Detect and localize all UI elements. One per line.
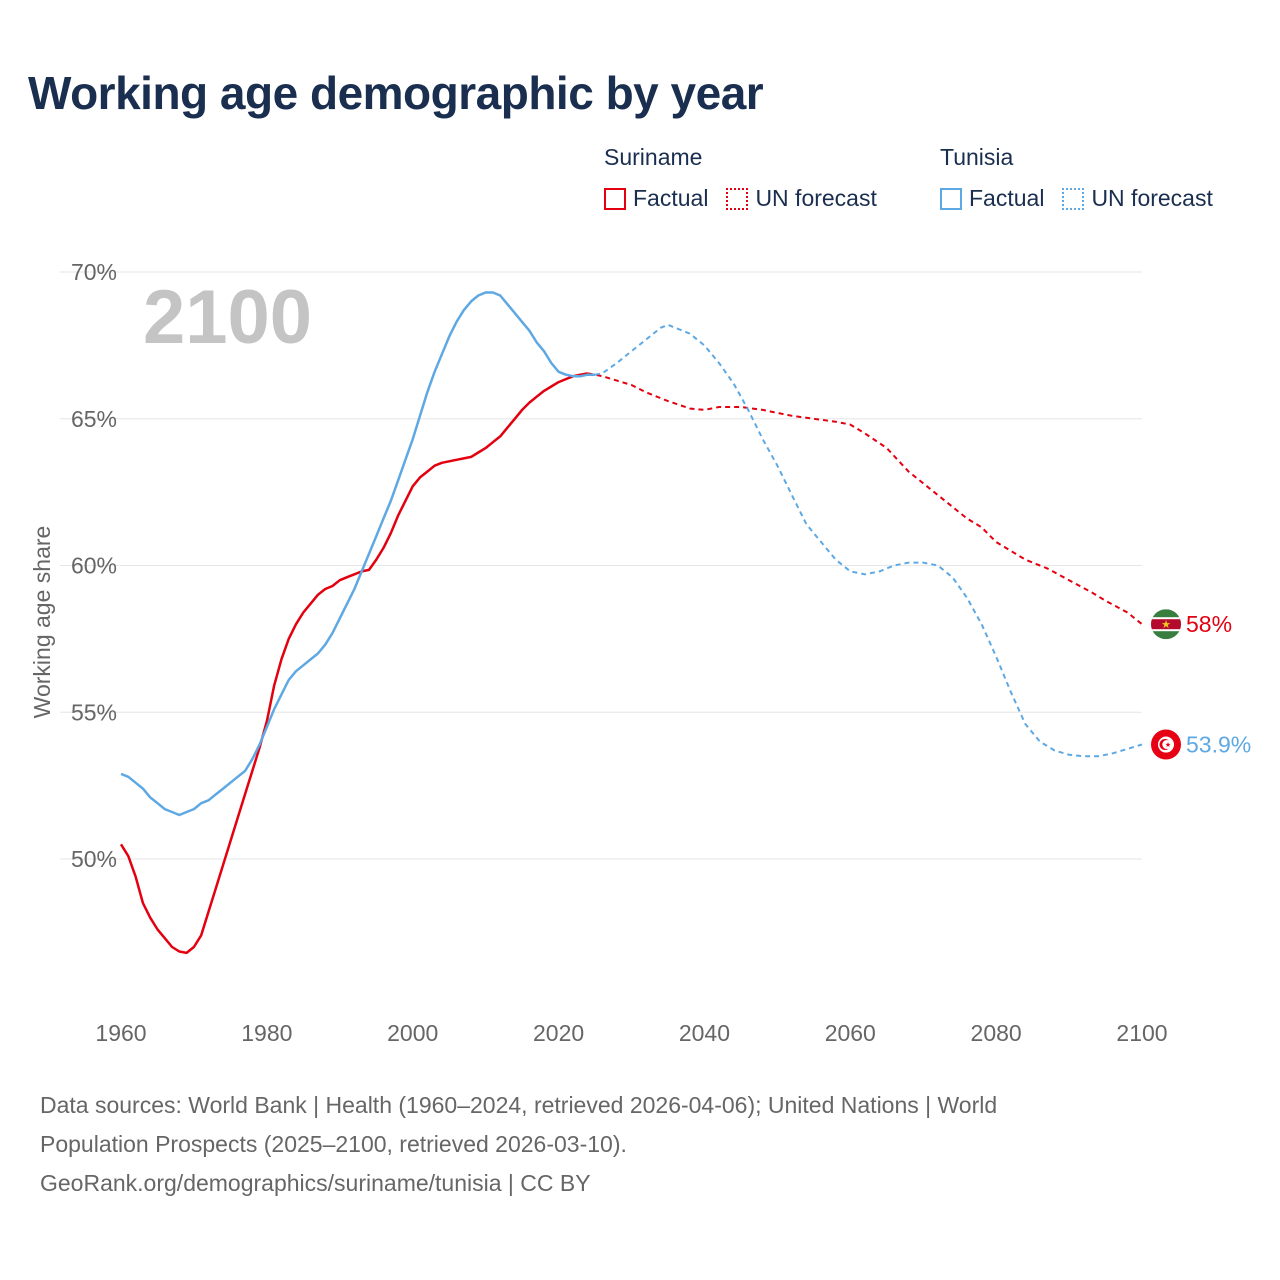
legend-label: Factual — [969, 185, 1045, 211]
x-tick-label: 2060 — [825, 1020, 876, 1046]
y-tick-label: 70% — [71, 259, 117, 285]
x-tick-label: 2100 — [1116, 1020, 1167, 1046]
y-tick-label: 65% — [71, 406, 117, 432]
y-tick-label: 50% — [71, 846, 117, 872]
flag-red — [1151, 619, 1181, 630]
x-axis-ticks: 1960 1980 2000 2020 2040 2060 2080 2100 — [95, 1020, 1167, 1046]
x-tick-label: 2040 — [679, 1020, 730, 1046]
legend-group-tunisia: Tunisia Factual UN forecast — [940, 144, 1231, 212]
legend-item-suriname-factual[interactable]: Factual — [604, 185, 708, 212]
series-end-markers: ★ 58% ★ 53.9% — [1151, 609, 1251, 760]
x-tick-label: 2080 — [971, 1020, 1022, 1046]
series-line-tunisia-factual — [120, 291, 595, 817]
flag-star-icon: ★ — [1165, 741, 1171, 749]
series-lines — [119, 291, 1143, 955]
legend-swatch-solid — [604, 187, 626, 210]
series-line-suriname-forecast — [587, 372, 1143, 625]
legend-label: Factual — [633, 185, 709, 211]
legend-group-name: Suriname — [604, 144, 703, 170]
footer-sources-line2: Population Prospects (2025–2100, retriev… — [40, 1131, 627, 1157]
legend-swatch-solid — [940, 187, 962, 210]
flag-suriname-icon: ★ — [1151, 609, 1181, 640]
legend-swatch-dotted — [726, 187, 749, 210]
flag-stripes — [1151, 609, 1181, 640]
legend-group-name: Tunisia — [940, 144, 1014, 170]
flag-star-icon: ★ — [1161, 618, 1171, 631]
line-chart: 2100 Working age share 50% 55% 60% 65% 70% 1… — [29, 259, 1251, 1046]
y-tick-label: 60% — [71, 553, 117, 579]
y-axis-ticks: 50% 55% 60% 65% 70% — [71, 259, 117, 872]
legend-item-tunisia-factual[interactable]: Factual — [940, 185, 1044, 212]
series-line-tunisia-forecast — [594, 323, 1143, 758]
y-tick-label: 55% — [71, 699, 117, 725]
legend-label: UN forecast — [755, 185, 877, 211]
x-tick-label: 1960 — [95, 1020, 146, 1046]
gridlines — [60, 271, 1142, 860]
legend-group-suriname: Suriname Factual UN forecast — [604, 144, 895, 212]
end-label-tunisia: 53.9% — [1186, 732, 1251, 758]
flag-crescent-inner — [1162, 740, 1172, 750]
legend-item-tunisia-forecast[interactable]: UN forecast — [1062, 185, 1213, 212]
footer-sources-line1: Data sources: World Bank | Health (1960–… — [40, 1092, 998, 1118]
legend-label: UN forecast — [1091, 185, 1213, 211]
series-line-suriname-factual — [119, 372, 588, 955]
chart-title: Working age demographic by year — [28, 67, 764, 119]
x-tick-label: 2020 — [533, 1020, 584, 1046]
legend-swatch-dotted — [1062, 187, 1085, 210]
end-label-suriname: 58% — [1186, 611, 1232, 637]
legend-item-suriname-forecast[interactable]: UN forecast — [726, 185, 877, 212]
year-watermark: 2100 — [143, 275, 312, 360]
x-tick-label: 1980 — [241, 1020, 292, 1046]
footer-credit[interactable]: GeoRank.org/demographics/suriname/tunisi… — [40, 1170, 591, 1196]
flag-tunisia-icon: ★ — [1151, 729, 1181, 760]
x-tick-label: 2000 — [387, 1020, 438, 1046]
y-axis-label: Working age share — [29, 526, 55, 719]
footer: Data sources: World Bank | Health (1960–… — [40, 1086, 1240, 1203]
